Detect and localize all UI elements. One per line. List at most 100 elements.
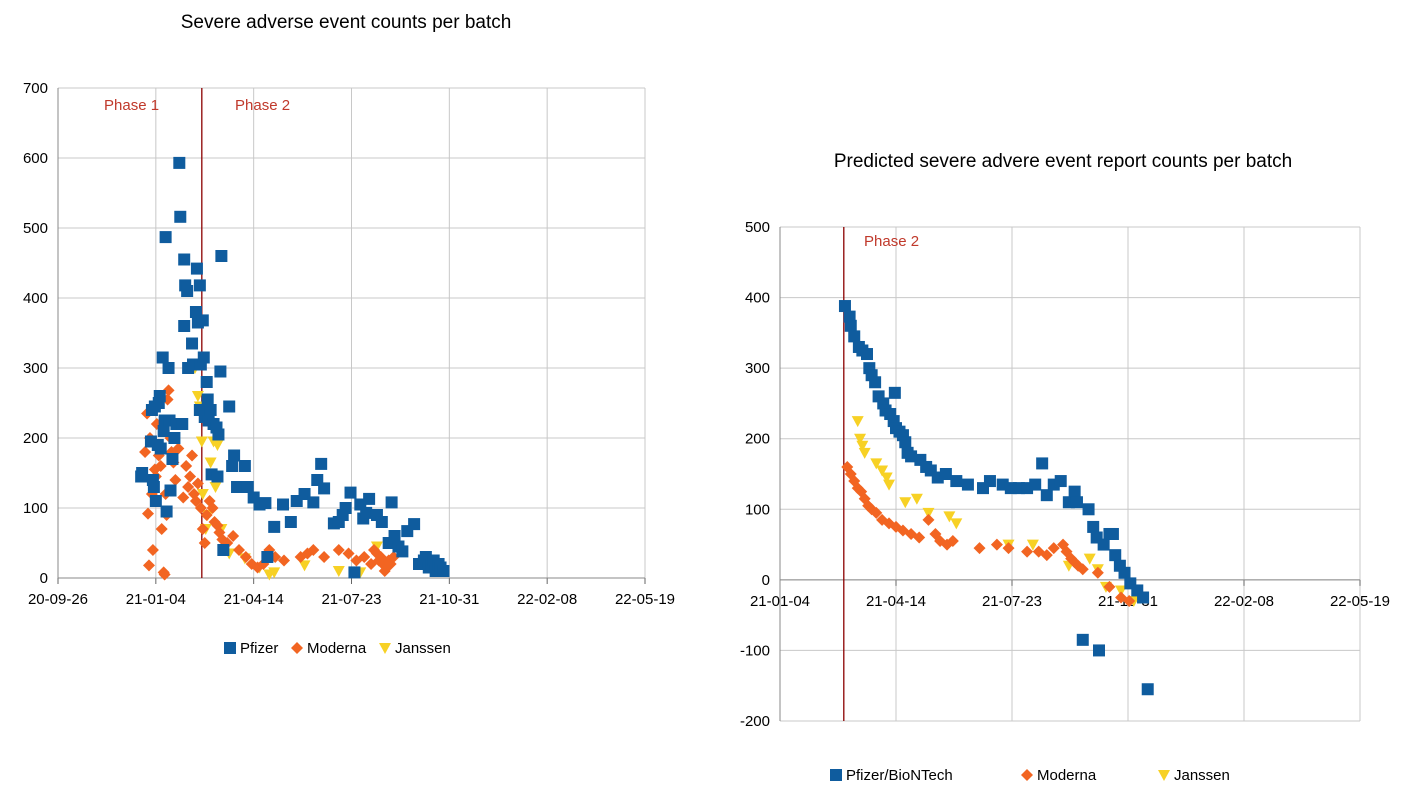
- data-point: [178, 253, 191, 266]
- data-point: [1070, 496, 1083, 509]
- data-point: [1109, 549, 1122, 562]
- data-point: [854, 433, 867, 445]
- data-point: [226, 460, 239, 472]
- data-point: [1021, 545, 1034, 558]
- y-tick-label: 100: [745, 501, 770, 518]
- data-point: [315, 457, 328, 470]
- chart-title: Predicted severe advere event report cou…: [834, 151, 1292, 172]
- data-point: [888, 386, 901, 399]
- data-point: [905, 450, 918, 463]
- data-point: [154, 442, 167, 455]
- data-point: [149, 495, 162, 507]
- data-point: [876, 465, 889, 477]
- data-point: [332, 544, 345, 556]
- data-point: [1137, 591, 1150, 604]
- data-point: [223, 400, 236, 413]
- y-tick-label: 200: [745, 431, 770, 448]
- data-point: [168, 432, 181, 444]
- data-point: [848, 330, 861, 343]
- data-point: [856, 440, 869, 452]
- phase-label: Phase 1: [104, 97, 159, 114]
- phase-label: Phase 2: [235, 97, 290, 114]
- data-point: [194, 502, 207, 514]
- data-point: [166, 453, 179, 465]
- x-tick-label: 21-04-14: [224, 591, 284, 608]
- data-point: [196, 489, 209, 500]
- y-tick-label: -100: [740, 642, 770, 659]
- data-point: [178, 320, 191, 332]
- x-tick-label: 21-04-14: [866, 593, 926, 610]
- data-point: [1118, 566, 1131, 579]
- data-point: [358, 551, 371, 563]
- legend-entry: Pfizer/BioNTech: [846, 767, 953, 784]
- data-point: [190, 262, 203, 275]
- x-tick-label: 22-02-08: [1214, 593, 1274, 610]
- data-point: [172, 442, 185, 455]
- data-point: [838, 300, 851, 313]
- data-point: [200, 509, 213, 521]
- data-point: [344, 486, 357, 499]
- legend-entry: Janssen: [1174, 767, 1230, 784]
- data-point: [1012, 482, 1025, 495]
- data-point: [173, 156, 186, 169]
- y-tick-label: 700: [23, 80, 48, 97]
- data-point: [973, 542, 986, 555]
- data-point: [1029, 478, 1042, 491]
- data-point: [191, 477, 204, 490]
- data-point: [154, 460, 167, 472]
- data-point: [1093, 644, 1105, 657]
- data-point: [156, 351, 169, 364]
- data-point: [1047, 542, 1060, 555]
- legend-marker: [379, 643, 391, 654]
- data-point: [1054, 475, 1067, 488]
- data-point: [375, 516, 388, 528]
- series-pfizer: [135, 156, 450, 579]
- data-point: [177, 491, 190, 504]
- data-point: [1076, 633, 1089, 646]
- data-point: [186, 337, 199, 350]
- data-point: [169, 474, 182, 486]
- data-point: [162, 362, 175, 374]
- data-point: [197, 351, 210, 364]
- y-tick-label: 300: [23, 360, 48, 377]
- data-point: [261, 551, 274, 563]
- data-point: [196, 314, 209, 327]
- y-tick-label: 500: [745, 219, 770, 236]
- data-point: [1002, 542, 1015, 555]
- y-tick-label: 400: [23, 290, 48, 307]
- data-point: [922, 513, 935, 526]
- data-point: [1026, 539, 1039, 551]
- y-tick-label: 600: [23, 150, 48, 167]
- data-point: [861, 348, 873, 361]
- data-point: [922, 507, 935, 519]
- legend-marker: [291, 642, 303, 654]
- data-point: [206, 502, 219, 514]
- data-point: [232, 544, 245, 556]
- data-point: [318, 551, 331, 563]
- data-point: [1040, 489, 1053, 502]
- data-point: [184, 470, 197, 483]
- data-point: [259, 497, 272, 510]
- data-point: [155, 523, 168, 535]
- data-point: [227, 530, 240, 542]
- data-point: [1141, 683, 1154, 696]
- data-point: [214, 365, 227, 378]
- data-point: [1091, 566, 1104, 579]
- data-point: [268, 567, 281, 579]
- data-point: [209, 482, 222, 493]
- data-point: [238, 460, 251, 472]
- data-point: [1068, 485, 1081, 498]
- data-point: [307, 496, 320, 509]
- data-point: [215, 250, 228, 262]
- data-point: [182, 481, 195, 493]
- y-tick-label: 100: [23, 500, 48, 517]
- y-tick-label: 300: [745, 360, 770, 377]
- data-point: [1082, 503, 1095, 516]
- y-tick-label: 0: [40, 570, 48, 587]
- data-point: [176, 418, 189, 430]
- x-tick-label: 20-09-26: [28, 591, 88, 608]
- data-point: [164, 484, 177, 497]
- data-point: [946, 535, 959, 548]
- data-point: [195, 436, 208, 448]
- data-point: [1076, 563, 1089, 576]
